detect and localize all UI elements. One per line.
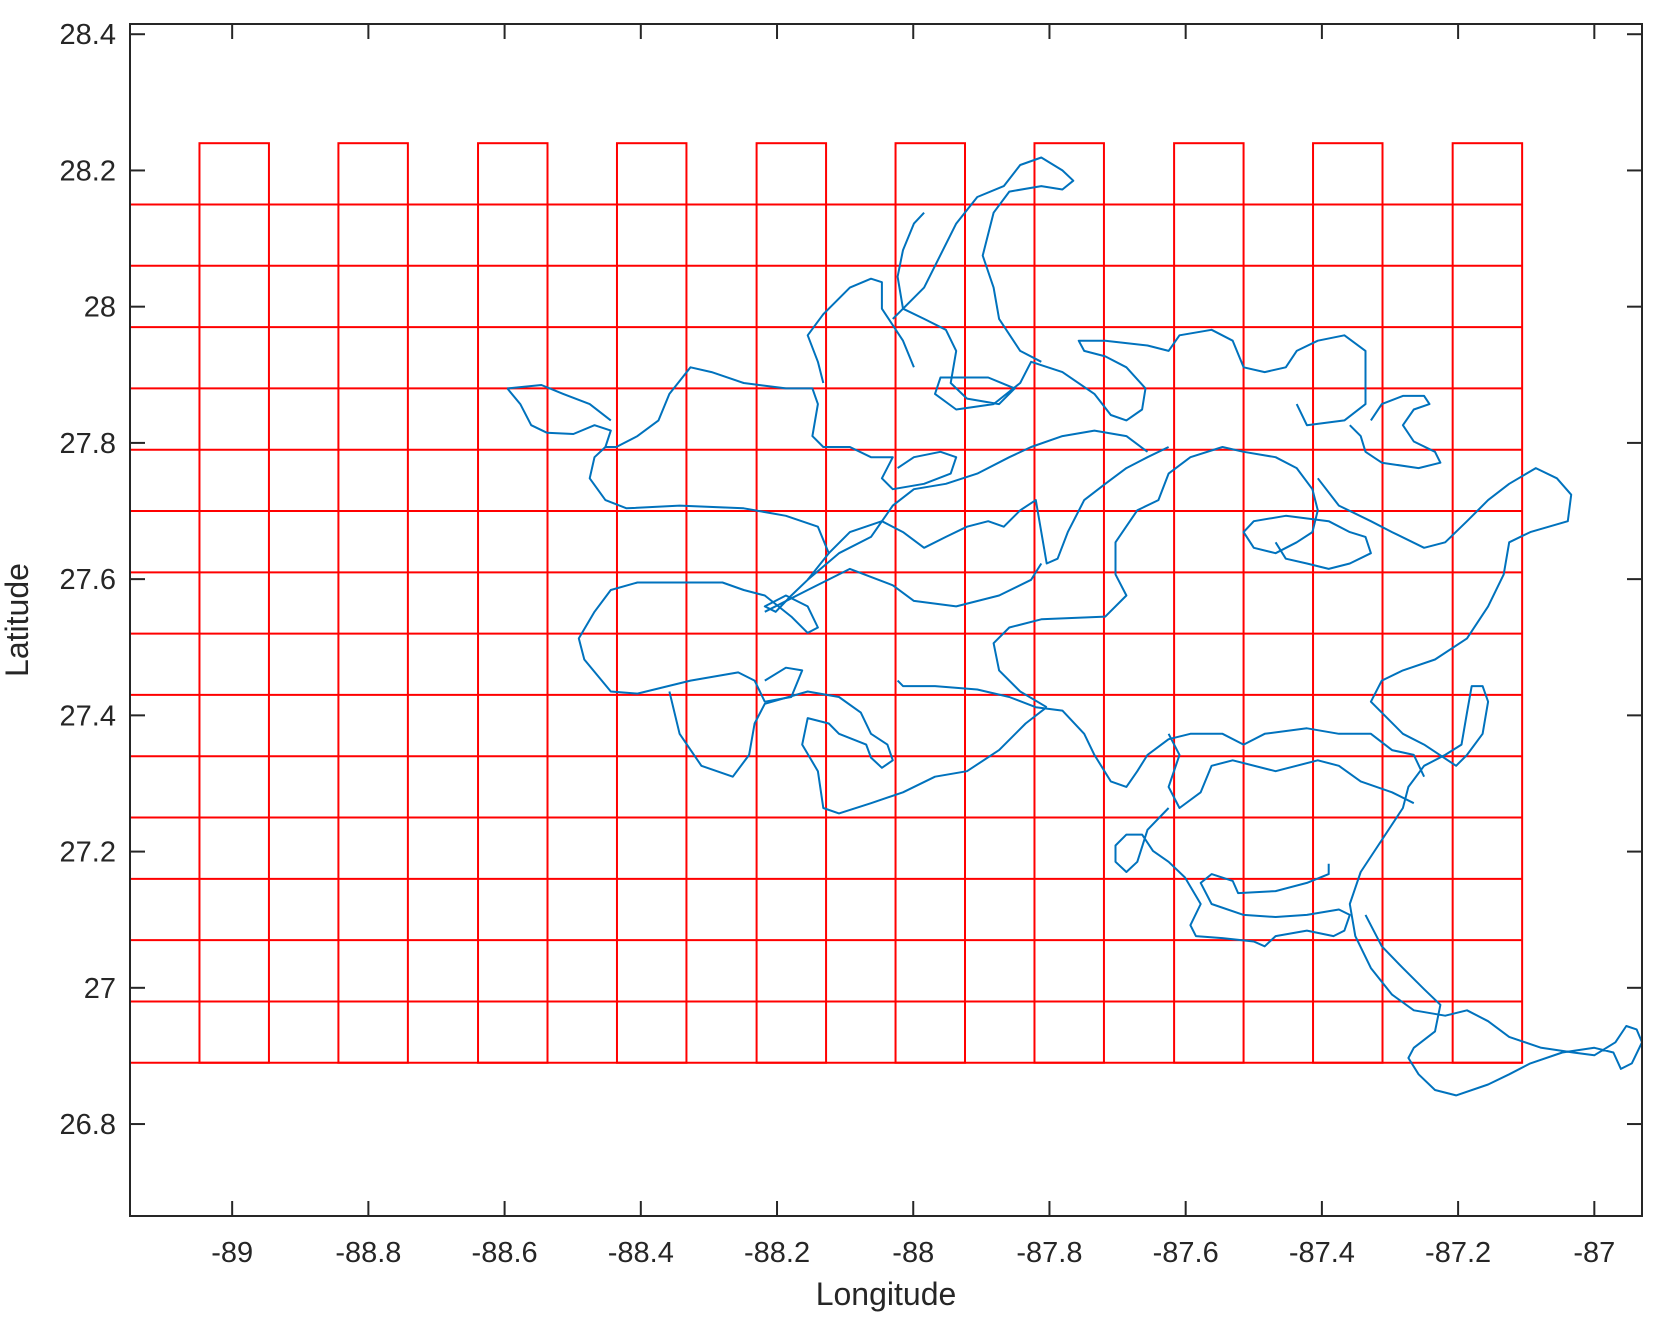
grid-column-box <box>894 142 967 1064</box>
x-tick-label: -87.8 <box>1016 1237 1082 1269</box>
grid-column-box <box>1033 142 1105 1064</box>
x-axis-label: Longitude <box>816 1276 957 1312</box>
trajectory-line <box>506 387 830 703</box>
trajectory-line <box>807 429 1149 581</box>
grid-boxes <box>130 142 1524 1064</box>
grid-column-box <box>755 142 828 1064</box>
trajectory-line <box>764 562 1043 613</box>
grid-column-box <box>1312 142 1384 1064</box>
y-tick-label: 26.8 <box>60 1109 116 1141</box>
grid-column-box <box>337 142 409 1064</box>
trajectory-line <box>668 690 1048 815</box>
x-tick-label: -87.2 <box>1425 1237 1491 1269</box>
grid-column-box <box>615 142 688 1064</box>
y-tick-label: 27.6 <box>60 564 116 596</box>
trajectory-line <box>806 277 915 384</box>
trajectory-line <box>1317 467 1643 1097</box>
trajectory-line <box>1167 733 1415 809</box>
trajectory-line <box>507 384 612 422</box>
grid-column-box <box>1173 142 1245 1064</box>
grid-column-box <box>1451 142 1524 1064</box>
y-tick-label: 27.8 <box>60 428 116 460</box>
x-tick-label: -88.8 <box>335 1237 401 1269</box>
x-tick-label: -87.6 <box>1153 1237 1219 1269</box>
axes-box <box>129 23 1643 1217</box>
grid-column-box <box>477 142 549 1064</box>
x-tick-label: -88.2 <box>744 1237 810 1269</box>
y-tick-label: 28.4 <box>60 19 116 51</box>
trajectories <box>506 156 1643 1097</box>
x-tick-label: -88.4 <box>608 1237 674 1269</box>
trajectory-line <box>896 679 1426 788</box>
trajectory-line <box>992 446 1372 709</box>
trajectory-line <box>1349 394 1442 470</box>
ticks: -89 -88.8 -88.6 -88.4 -88.2 -88 -87.8 -87.6 -87.… <box>60 19 1642 1269</box>
trajectory-line <box>896 212 1367 427</box>
trajectory-line <box>892 156 1075 363</box>
y-tick-label: 27.4 <box>60 700 116 732</box>
trajectory-line <box>1114 807 1351 948</box>
x-tick-label: -87 <box>1573 1237 1615 1269</box>
x-tick-label: -88 <box>892 1237 934 1269</box>
y-tick-label: 28.2 <box>60 155 116 187</box>
y-tick-label: 27 <box>84 973 116 1005</box>
trajectory-line <box>828 446 1170 565</box>
x-tick-label: -89 <box>211 1237 253 1269</box>
trajectory-line <box>605 366 958 491</box>
x-tick-label: -88.6 <box>472 1237 538 1269</box>
y-axis-label: Latitude <box>0 563 35 677</box>
y-tick-label: 27.2 <box>60 837 116 869</box>
x-tick-label: -87.4 <box>1289 1237 1355 1269</box>
grid-column-box <box>198 142 270 1064</box>
y-tick-label: 28 <box>84 292 116 324</box>
